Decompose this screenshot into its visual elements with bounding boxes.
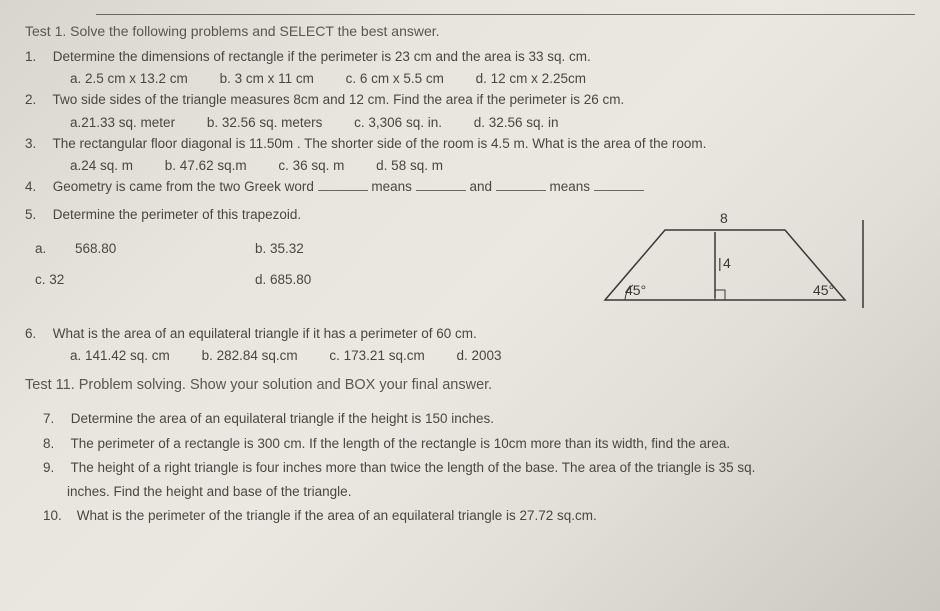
q9: 9. The height of a right triangle is fou… bbox=[25, 458, 915, 478]
q5-b: b. 35.32 bbox=[255, 241, 304, 256]
q2-text: Two side sides of the triangle measures … bbox=[53, 92, 625, 107]
q4-text-b: means bbox=[371, 179, 412, 194]
q6-num: 6. bbox=[25, 324, 49, 344]
q3-d: d. 58 sq. m bbox=[376, 158, 443, 173]
q1-b: b. 3 cm x 11 cm bbox=[220, 71, 314, 86]
q3-a: a.24 sq. m bbox=[70, 158, 133, 173]
trapezoid-figure: 8 4 | 45° 45° bbox=[595, 205, 915, 320]
right-angle-marker bbox=[715, 290, 725, 300]
trap-height-label: 4 bbox=[723, 255, 731, 271]
q4-text-a: Geometry is came from the two Greek word bbox=[53, 179, 314, 194]
q6-opts: a. 141.42 sq. cm b. 282.84 sq.cm c. 173.… bbox=[25, 348, 915, 363]
trap-height-tick: | bbox=[718, 255, 722, 271]
q10: 10. What is the perimeter of the triangl… bbox=[25, 506, 915, 526]
q2-b: b. 32.56 sq. meters bbox=[207, 115, 323, 130]
q5-text: Determine the perimeter of this trapezoi… bbox=[53, 207, 301, 222]
q4-num: 4. bbox=[25, 177, 49, 197]
q1-a: a. 2.5 cm x 13.2 cm bbox=[70, 71, 188, 86]
q9-text2: inches. Find the height and base of the … bbox=[67, 484, 351, 499]
test11-title: Test 11. Problem solving. Show your solu… bbox=[25, 377, 915, 393]
q8-text: The perimeter of a rectangle is 300 cm. … bbox=[71, 436, 731, 451]
q9-text1: The height of a right triangle is four i… bbox=[71, 460, 756, 475]
q1-c: c. 6 cm x 5.5 cm bbox=[346, 71, 444, 86]
q6-b: b. 282.84 sq.cm bbox=[202, 348, 298, 363]
q4-text-d: means bbox=[550, 179, 591, 194]
q1-num: 1. bbox=[25, 47, 49, 67]
q8-num: 8. bbox=[43, 434, 67, 454]
q2-num: 2. bbox=[25, 90, 49, 110]
q1: 1. Determine the dimensions of rectangle… bbox=[25, 47, 915, 67]
q2: 2. Two side sides of the triangle measur… bbox=[25, 90, 915, 110]
q5: 5. Determine the perimeter of this trape… bbox=[25, 205, 595, 225]
q3-c: c. 36 sq. m bbox=[278, 158, 344, 173]
q6: 6. What is the area of an equilateral tr… bbox=[25, 324, 915, 344]
q1-d: d. 12 cm x 2.25cm bbox=[476, 71, 586, 86]
q10-text: What is the perimeter of the triangle if… bbox=[77, 508, 597, 523]
q5-num: 5. bbox=[25, 205, 49, 225]
q5-a-lbl: a. bbox=[35, 241, 75, 256]
q3-text: The rectangular floor diagonal is 11.50m… bbox=[53, 136, 707, 151]
q3-num: 3. bbox=[25, 134, 49, 154]
q5-d: d. 685.80 bbox=[255, 272, 311, 287]
q4-blank4 bbox=[594, 190, 644, 191]
q6-c: c. 173.21 sq.cm bbox=[329, 348, 424, 363]
trap-top-label: 8 bbox=[720, 210, 728, 226]
test1-title: Test 1. Solve the following problems and… bbox=[25, 23, 915, 39]
q3: 3. The rectangular floor diagonal is 11.… bbox=[25, 134, 915, 154]
q5-c: c. 32 bbox=[35, 272, 255, 287]
q2-a: a.21.33 sq. meter bbox=[70, 115, 175, 130]
q4-blank2 bbox=[416, 190, 466, 191]
q4-blank1 bbox=[318, 190, 368, 191]
q5-a: 568.80 bbox=[75, 241, 255, 256]
top-rule bbox=[96, 14, 915, 15]
q3-opts: a.24 sq. m b. 47.62 sq.m c. 36 sq. m d. … bbox=[25, 158, 915, 173]
trap-right-angle: 45° bbox=[813, 282, 834, 298]
q6-d: d. 2003 bbox=[456, 348, 501, 363]
q9-num: 9. bbox=[43, 458, 67, 478]
q4: 4. Geometry is came from the two Greek w… bbox=[25, 177, 915, 197]
q7-text: Determine the area of an equilateral tri… bbox=[71, 411, 494, 426]
q3-b: b. 47.62 sq.m bbox=[165, 158, 247, 173]
q6-text: What is the area of an equilateral trian… bbox=[53, 326, 477, 341]
q2-opts: a.21.33 sq. meter b. 32.56 sq. meters c.… bbox=[25, 115, 915, 130]
q8: 8. The perimeter of a rectangle is 300 c… bbox=[25, 434, 915, 454]
q2-c: c. 3,306 sq. in. bbox=[354, 115, 442, 130]
q10-num: 10. bbox=[43, 506, 73, 526]
q7: 7. Determine the area of an equilateral … bbox=[25, 409, 915, 429]
q1-text: Determine the dimensions of rectangle if… bbox=[53, 49, 591, 64]
q4-blank3 bbox=[496, 190, 546, 191]
q2-d: d. 32.56 sq. in bbox=[474, 115, 559, 130]
q6-a: a. 141.42 sq. cm bbox=[70, 348, 170, 363]
q4-text-c: and bbox=[469, 179, 492, 194]
q9b: inches. Find the height and base of the … bbox=[25, 482, 915, 502]
q7-num: 7. bbox=[43, 409, 67, 429]
q1-opts: a. 2.5 cm x 13.2 cm b. 3 cm x 11 cm c. 6… bbox=[25, 71, 915, 86]
